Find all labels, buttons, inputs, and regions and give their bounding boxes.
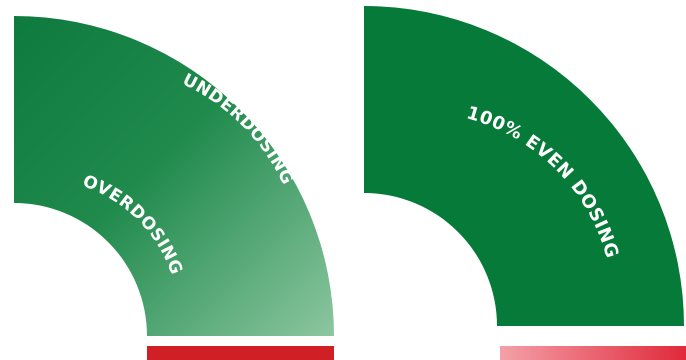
right-arc-shape xyxy=(364,6,684,326)
right-gradient-bar xyxy=(500,346,686,360)
left-red-bar xyxy=(147,346,334,360)
left-panel: UNDERDOSING OVERDOSING xyxy=(14,16,334,360)
left-arc-shape xyxy=(14,16,334,336)
right-panel: 100% EVEN DOSING xyxy=(364,6,686,360)
